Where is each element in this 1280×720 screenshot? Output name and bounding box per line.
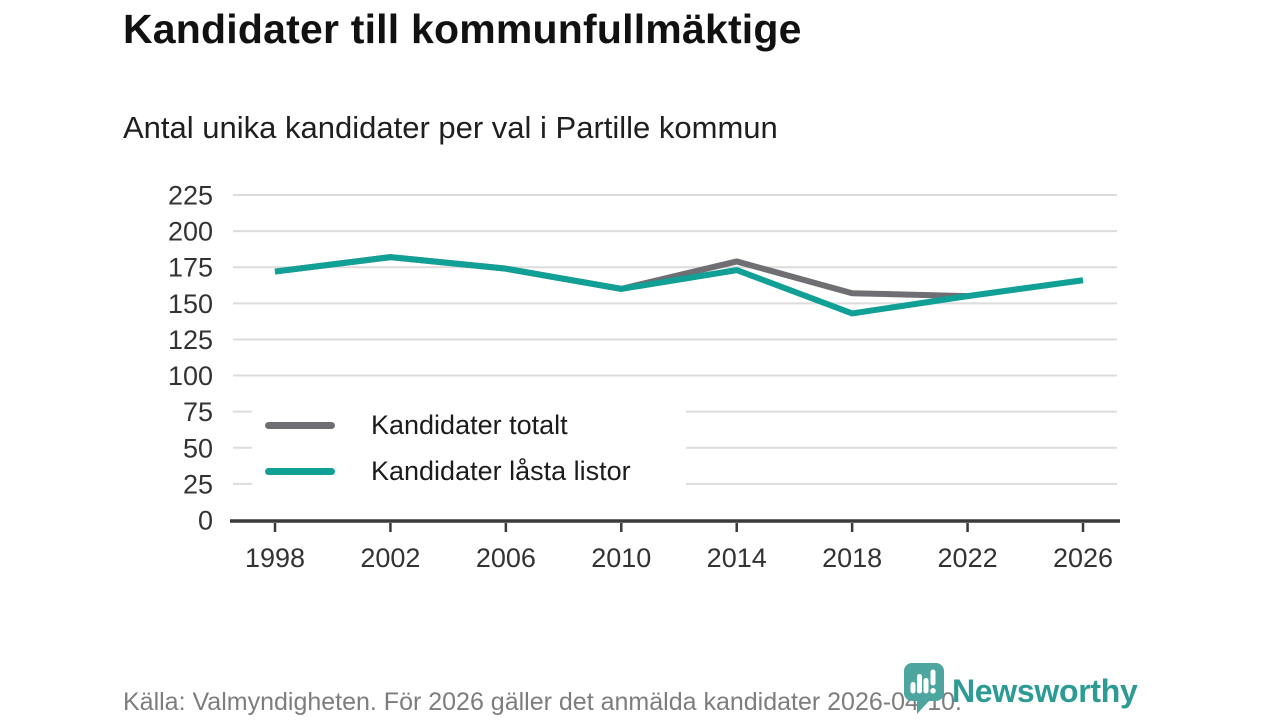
legend-swatch-kandidater-totalt (265, 421, 335, 429)
newsworthy-logo-icon (904, 663, 944, 714)
source-note: Källa: Valmyndigheten. För 2026 gäller d… (123, 688, 962, 716)
svg-text:200: 200 (168, 217, 213, 247)
legend-swatch-kandidater-lasta-listor (265, 467, 335, 475)
svg-text:2006: 2006 (476, 543, 536, 573)
svg-text:50: 50 (183, 433, 213, 463)
logo-exclamation-dot (930, 688, 936, 694)
svg-text:2022: 2022 (938, 543, 998, 573)
svg-text:225: 225 (168, 181, 213, 211)
logo-bar-tall (917, 674, 922, 694)
newsworthy-logo-text: Newsworthy (952, 673, 1138, 709)
newsworthy-logo: Newsworthy (903, 662, 1138, 715)
legend-label-kandidater-lasta-listor: Kandidater låsta listor (371, 455, 631, 486)
chart-legend: Kandidater totalt Kandidater låsta listo… (252, 398, 686, 498)
series-kandidater-lasta-listor (274, 254, 1084, 317)
svg-text:2014: 2014 (707, 543, 767, 573)
legend-label-kandidater-totalt: Kandidater totalt (371, 409, 568, 440)
legend-item-kandidater-lasta-listor: Kandidater låsta listor (265, 455, 686, 487)
logo-bar-medium (923, 678, 929, 694)
svg-text:2002: 2002 (360, 543, 420, 573)
svg-text:125: 125 (168, 325, 213, 355)
logo-exclamation-bar (930, 669, 936, 686)
svg-text:2010: 2010 (591, 543, 651, 573)
svg-text:2026: 2026 (1053, 543, 1113, 573)
y-axis-labels: 0 25 50 75 100 125 150 175 200 225 (168, 181, 213, 536)
svg-text:25: 25 (183, 469, 213, 499)
svg-text:100: 100 (168, 361, 213, 391)
svg-text:0: 0 (198, 506, 213, 536)
svg-text:1998: 1998 (245, 543, 305, 573)
svg-text:2018: 2018 (822, 543, 882, 573)
page-title: Kandidater till kommunfullmäktige (123, 6, 802, 52)
svg-text:175: 175 (168, 253, 213, 283)
legend-item-kandidater-totalt: Kandidater totalt (265, 409, 686, 441)
logo-bar-short (910, 682, 916, 694)
svg-text:150: 150 (168, 289, 213, 319)
x-axis-ticks-and-labels: 1998 2002 2006 2010 2014 2018 2022 2026 (245, 523, 1113, 573)
svg-text:75: 75 (183, 397, 213, 427)
line-chart: 0 25 50 75 100 125 150 175 200 225 1998 2002 2006 201… (168, 181, 1120, 573)
chart-subtitle: Antal unika kandidater per val i Partill… (123, 110, 778, 145)
